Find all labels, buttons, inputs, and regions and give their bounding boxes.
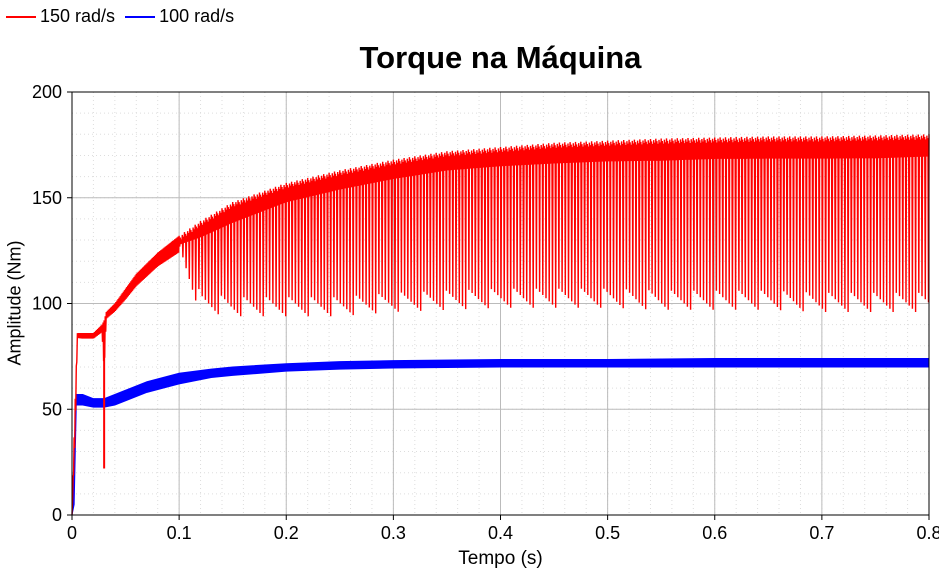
- x-tick-label: 0.7: [809, 523, 834, 543]
- x-tick-label: 0.4: [488, 523, 513, 543]
- series-1: [71, 134, 930, 516]
- legend-label-series-1: 150 rad/s: [40, 6, 116, 26]
- x-tick-label: 0.1: [167, 523, 192, 543]
- legend-swatch-series-1: [6, 15, 36, 18]
- x-axis-label: Tempo (s): [458, 548, 543, 569]
- legend-item-series-2: 100 rad/s: [125, 6, 234, 27]
- legend-swatch-series-2: [125, 15, 156, 18]
- series-150-line: [71, 134, 930, 516]
- x-tick-label: 0.3: [381, 523, 406, 543]
- y-axis-label: Amplitude (Nm): [4, 240, 25, 366]
- chart-title: Torque na Máquina: [359, 40, 642, 75]
- legend-item-series-1: 150 rad/s: [6, 6, 115, 27]
- x-tick-label: 0.6: [702, 523, 727, 543]
- legend: 150 rad/s 100 rad/s: [6, 6, 234, 27]
- x-tick-label: 0: [67, 523, 77, 543]
- x-tick-label: 0.5: [595, 523, 620, 543]
- axes: 0 0.1 0.2 0.3 0.4 0.5 0.6 0.7 0.8 0 50 100 150 200: [32, 82, 939, 543]
- legend-label-series-2: 100 rad/s: [159, 6, 235, 26]
- y-tick-label: 100: [32, 294, 62, 314]
- plot-frame: [71, 91, 930, 516]
- y-tick-label: 150: [32, 188, 62, 208]
- y-tick-label: 200: [32, 82, 62, 102]
- x-tick-label: 0.8: [916, 523, 939, 543]
- y-tick-label: 0: [52, 505, 62, 525]
- x-tick-label: 0.2: [274, 523, 299, 543]
- y-tick-label: 50: [42, 399, 62, 419]
